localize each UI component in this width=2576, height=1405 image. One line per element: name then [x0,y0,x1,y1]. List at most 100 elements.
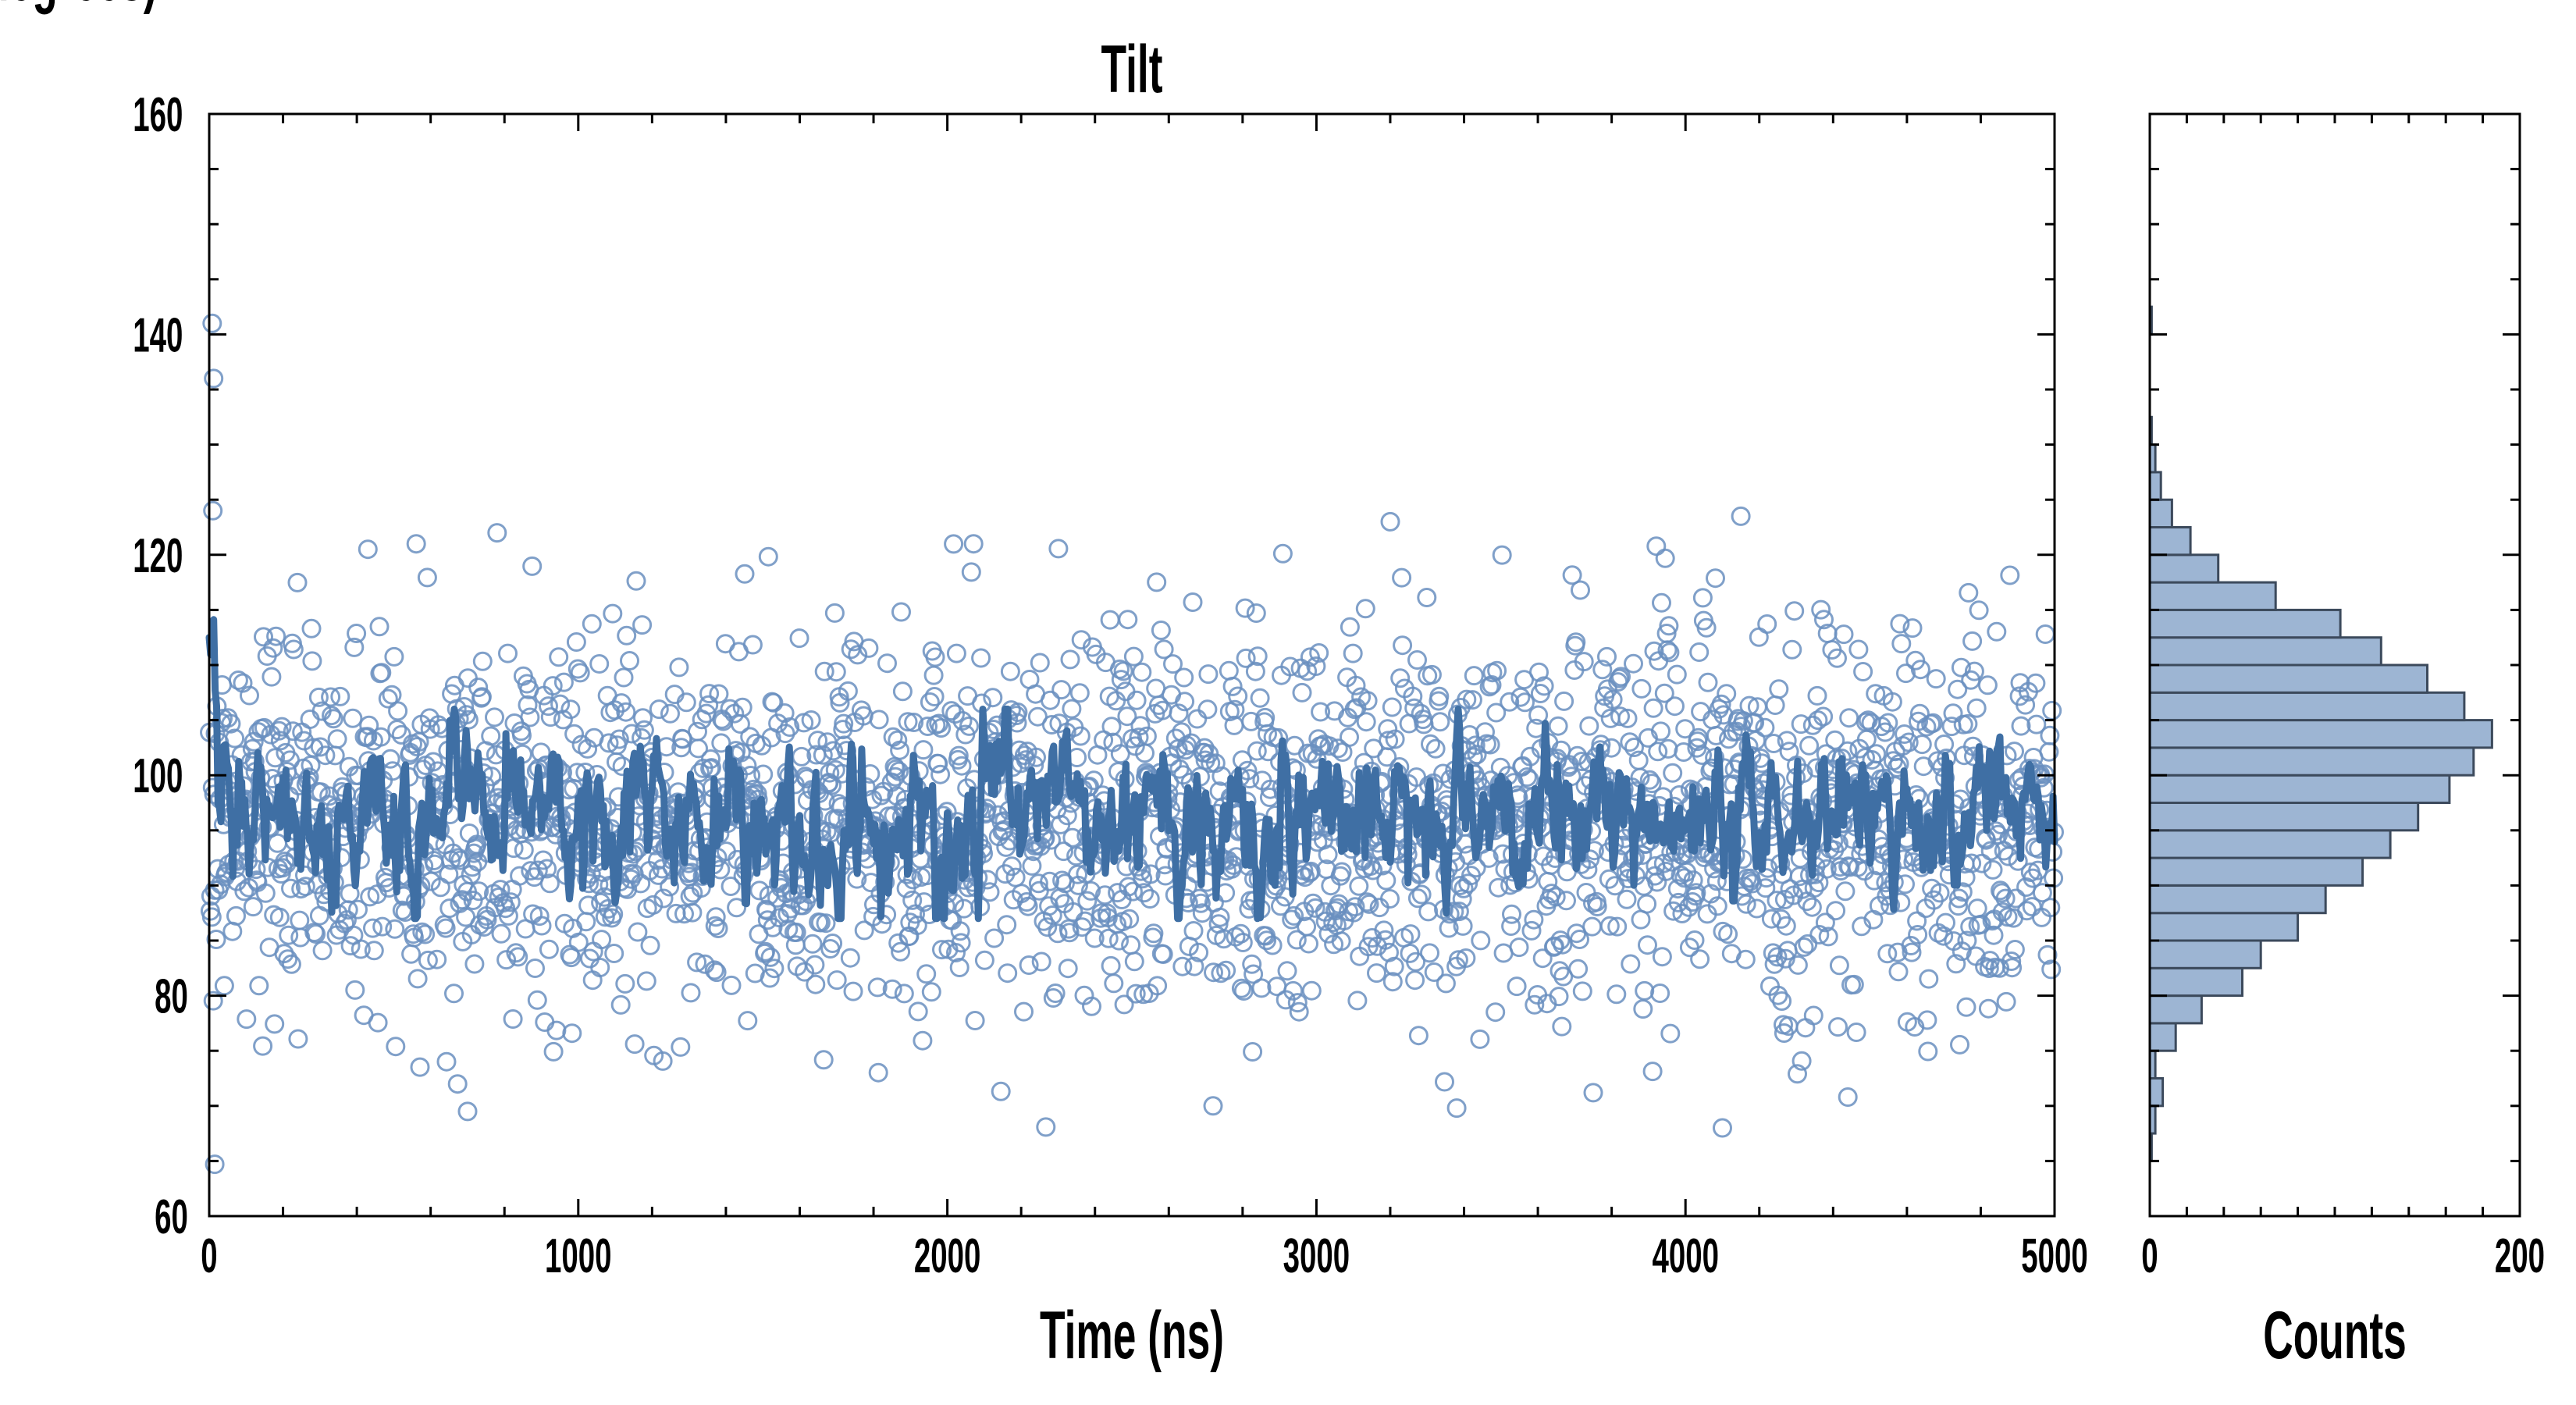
scatter-point [1846,1023,1866,1042]
scatter-point [1525,994,1545,1015]
scatter-point [1151,621,1171,640]
scatter-point [1019,955,1039,975]
scatter-point [539,939,559,959]
scatter-point [1301,980,1322,1001]
scatter-point [1510,687,1531,707]
scatter-point [1359,894,1379,914]
scatter-point [1658,738,1678,759]
scatter-point [1772,991,1792,1011]
scatter-point [1036,1117,1056,1137]
scatter-point [1685,930,1705,950]
scatter-point [843,981,863,1001]
scatter-point [1210,907,1230,927]
scatter-point [859,638,879,658]
scatter-point [789,628,809,649]
scatter-point [1192,903,1212,923]
scatter-point [688,738,708,759]
scatter-point [427,949,447,969]
scatter-point [1882,692,1902,712]
scatter-point [1393,635,1413,656]
scatter-point [1808,710,1828,731]
scatter-point [1660,642,1680,663]
scatter-point [372,663,392,683]
running-average-line [205,616,2058,923]
scatter-point [1983,859,2003,880]
scatter-point [401,944,422,964]
scatter-point [350,939,371,959]
scatter-point [1453,916,1473,936]
scatter-point [1153,944,1173,964]
scatter-point [1656,861,1676,881]
scatter-point [1544,936,1564,956]
scatter-point [1077,891,1098,911]
scatter-point [959,716,979,736]
scatter-point [649,699,669,720]
scatter-point [1201,753,1221,774]
scatter-point [826,662,846,682]
scatter-point [387,720,407,740]
scatter-point [867,977,888,998]
histogram-bar [2148,471,2162,501]
scatter-point [758,546,778,567]
scatter-point [1098,928,1119,948]
scatter-point [1041,830,1061,850]
scatter-point [1950,1034,1969,1055]
scatter-point [348,899,368,919]
scatter-point [669,657,689,678]
scatter-point [1711,694,1731,714]
scatter-point [540,707,560,727]
scatter-point [382,685,402,705]
scatter-point [203,991,223,1011]
scatter-point [1917,1010,1937,1030]
scatter-point [589,874,609,895]
scatter-point [921,982,941,1002]
scatter-point [1765,695,1785,715]
histogram-bar [2148,608,2342,639]
scatter-point [391,724,411,745]
scatter-point [974,950,994,970]
scatter-point [854,920,874,941]
scatter-point [1802,897,1822,917]
scatter-point [634,720,654,740]
scatter-point [1113,661,1133,681]
scatter-point [1479,677,1500,697]
scatter-point [468,678,489,698]
histogram-bar [2148,526,2192,557]
scatter-point [1803,1005,1823,1026]
scatter-point [1245,661,1265,681]
scatter-point [546,1020,567,1040]
scatter-point [1655,548,1675,568]
scatter-point [1943,703,1963,724]
scatter-point [1891,634,1912,654]
scatter-point [1134,883,1155,903]
scatter-point [1816,859,1837,879]
scatter-point [1692,745,1712,765]
scatter-point [1403,686,1423,706]
scatter-point [1718,924,1738,944]
scatter-point [1926,669,1946,689]
scatter-point [533,850,553,870]
scatter-point [891,941,911,962]
scatter-point [485,707,504,727]
scatter-point [1839,708,1859,728]
scatter-point [1971,914,1991,934]
scatter-point [898,712,918,732]
y-tick-label: 120 [133,528,183,582]
scatter-point [869,710,889,730]
scatter-point [991,1081,1011,1101]
scatter-point [1672,904,1692,923]
scatter-point [254,627,273,647]
scatter-point [1984,925,2004,945]
scatter-point [1421,664,1442,685]
scatter-point [1406,951,1426,972]
scatter-point [1375,930,1396,950]
scatter-point [436,918,456,938]
scatter-point [1548,716,1568,736]
histogram-bar [2148,994,2203,1025]
scatter-point [1172,956,1193,976]
scatter-point [2002,958,2023,978]
scatter-point [1284,905,1304,926]
scatter-point [1814,610,1834,630]
scatter-point [965,1011,985,1030]
scatter-point [1572,981,1592,1001]
